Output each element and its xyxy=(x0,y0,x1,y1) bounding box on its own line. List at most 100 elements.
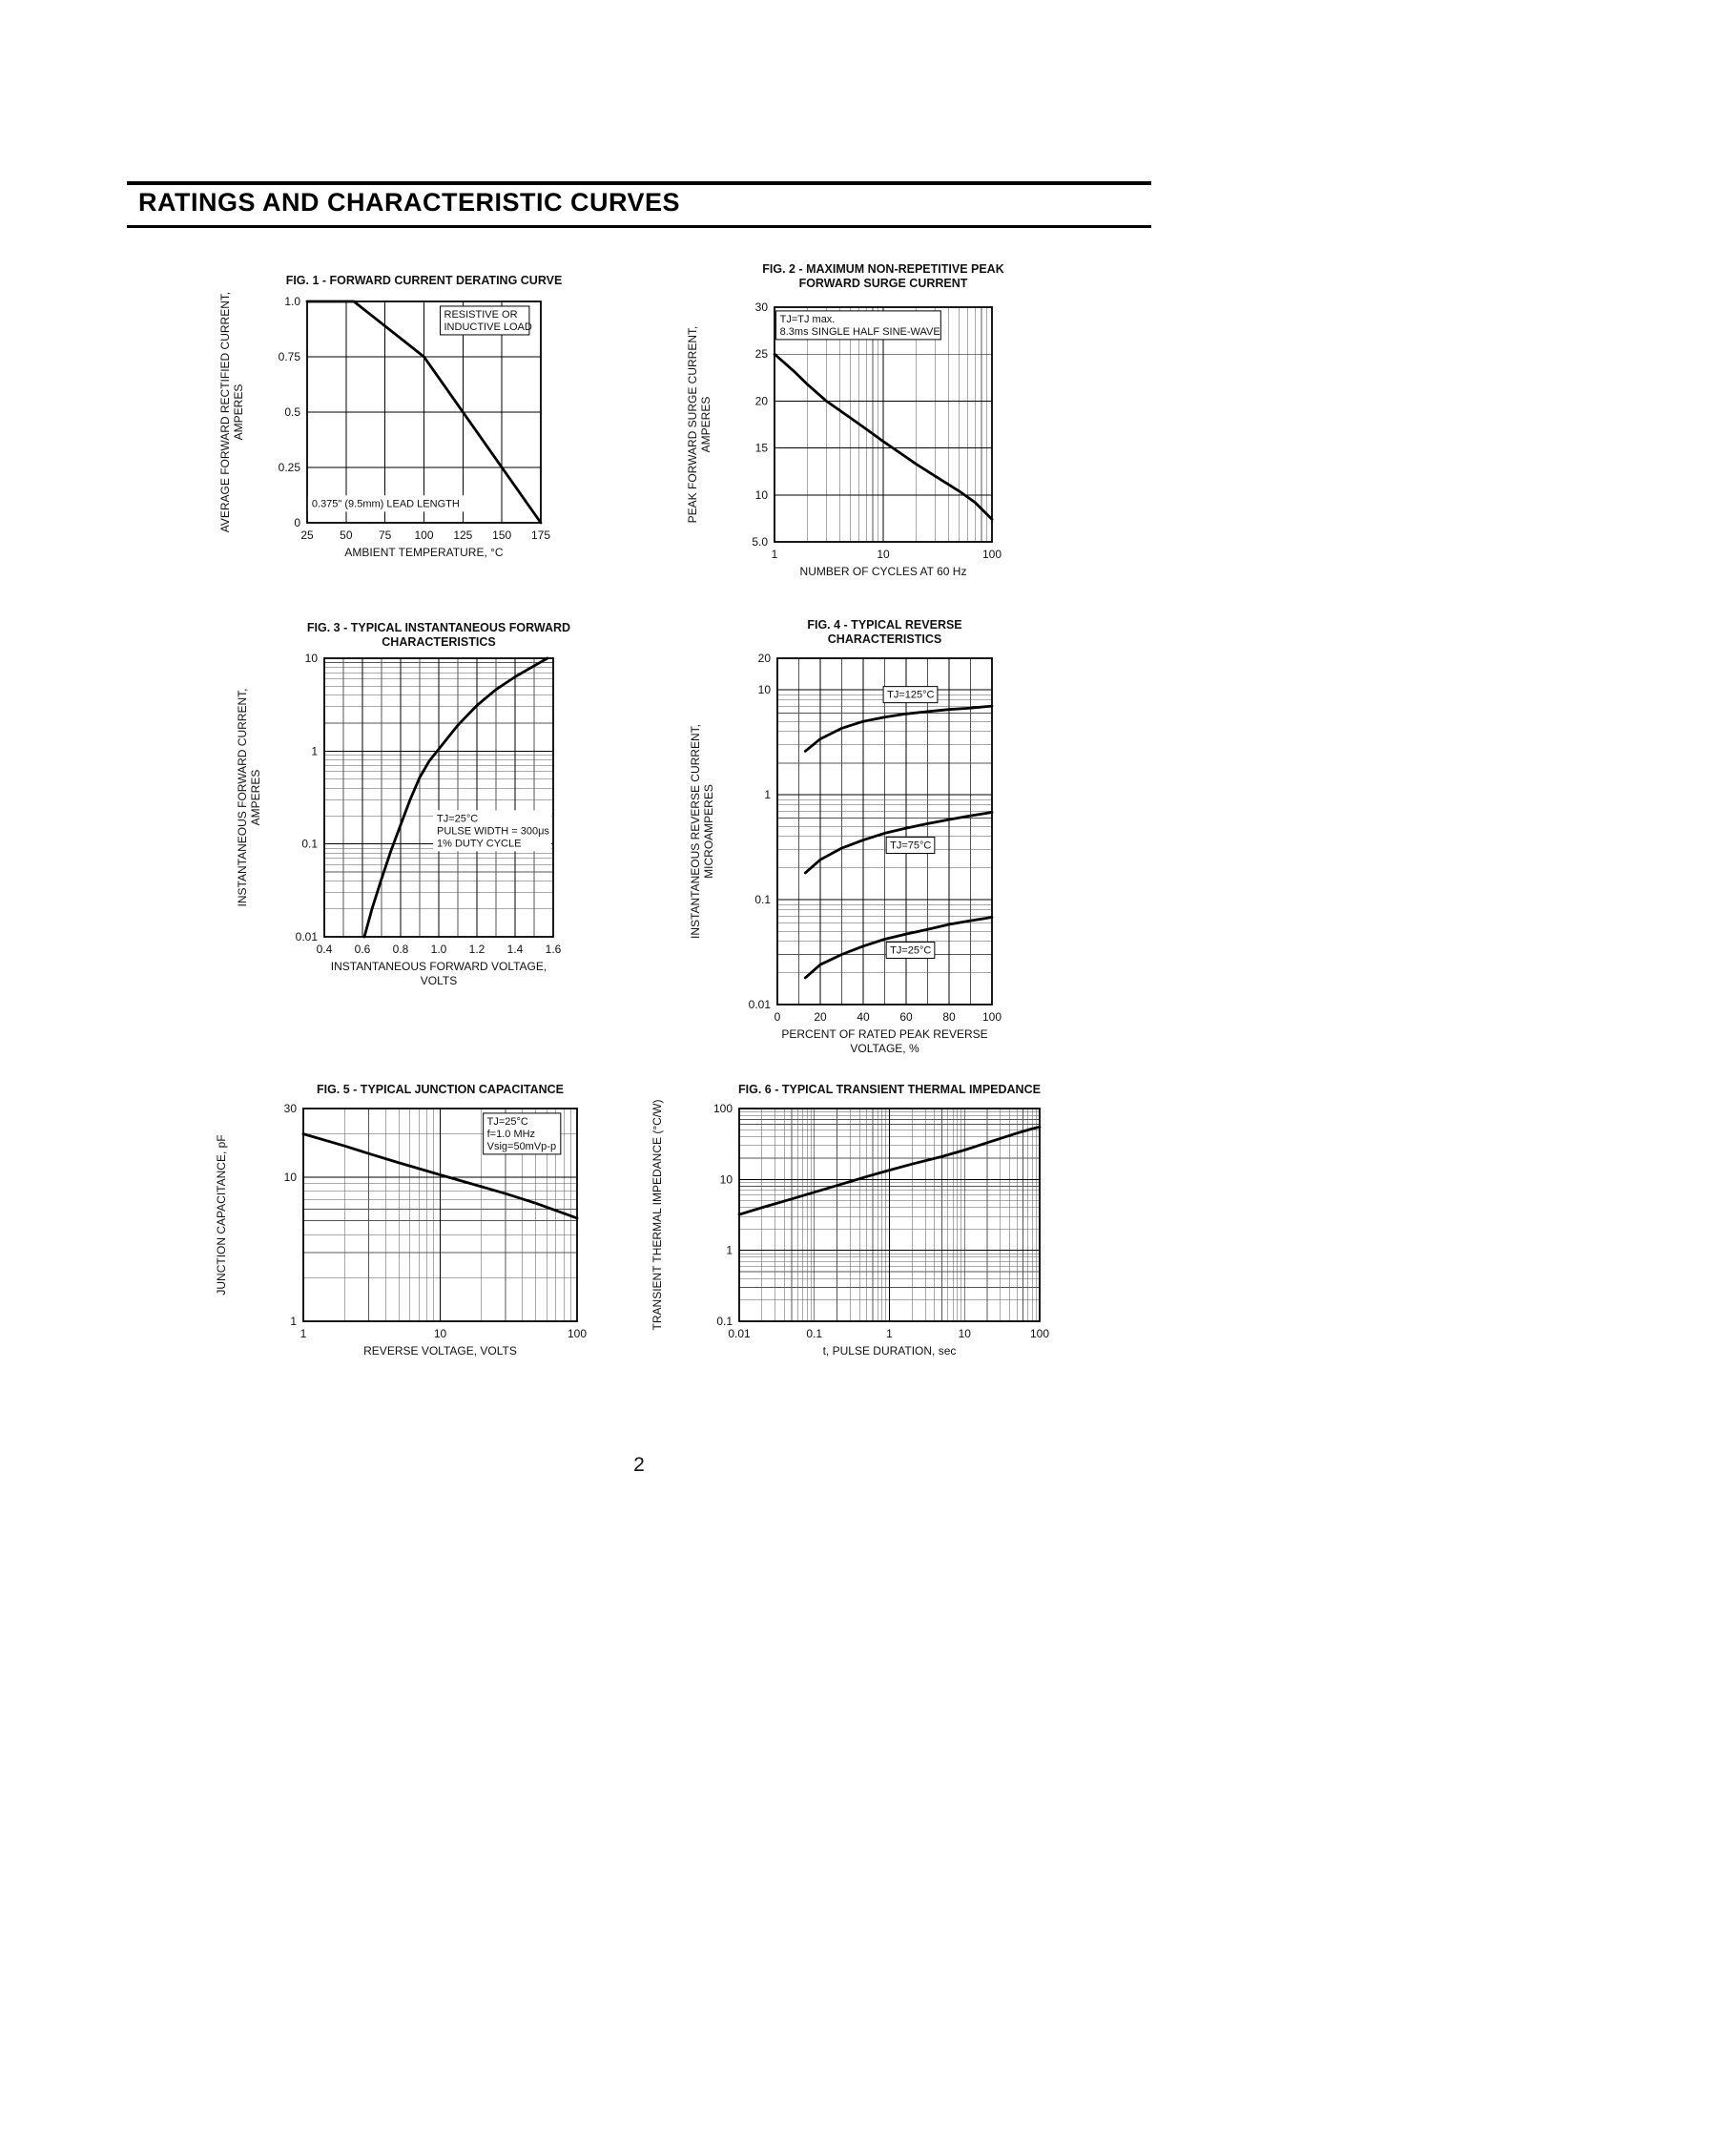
svg-text:AMPERES: AMPERES xyxy=(232,384,245,441)
svg-text:TJ=25°C: TJ=25°C xyxy=(437,813,478,824)
svg-text:0.01: 0.01 xyxy=(749,998,772,1011)
svg-text:1: 1 xyxy=(300,1327,307,1340)
svg-text:1.4: 1.4 xyxy=(507,943,524,956)
svg-text:TJ=125°C: TJ=125°C xyxy=(887,690,934,701)
svg-text:60: 60 xyxy=(899,1010,913,1024)
svg-text:1: 1 xyxy=(311,744,318,757)
svg-text:CHARACTERISTICS: CHARACTERISTICS xyxy=(382,635,495,649)
svg-text:10: 10 xyxy=(758,683,772,696)
svg-text:PERCENT OF RATED PEAK REVERSE: PERCENT OF RATED PEAK REVERSE xyxy=(781,1027,987,1041)
svg-text:AVERAGE FORWARD RECTIFIED CURR: AVERAGE FORWARD RECTIFIED CURRENT, xyxy=(218,292,232,532)
svg-text:AMPERES: AMPERES xyxy=(699,397,713,453)
svg-text:25: 25 xyxy=(300,529,314,542)
svg-text:100: 100 xyxy=(713,1102,733,1115)
series-reverse-current-tj-75c xyxy=(803,811,994,875)
svg-text:AMPERES: AMPERES xyxy=(249,770,262,826)
figure-6-transient-thermal-impedance-chart: 0.01 0.1 1 10 100 0.1 1 10 100 FIG. 6 - TYPICAL T… xyxy=(630,1080,1068,1376)
series-reverse-current-tj-125c xyxy=(803,704,994,753)
svg-text:RESISTIVE OR: RESISTIVE OR xyxy=(444,309,518,321)
svg-text:10: 10 xyxy=(284,1171,298,1184)
svg-text:10: 10 xyxy=(434,1327,447,1340)
svg-text:30: 30 xyxy=(284,1102,298,1115)
chart-canvas: TJ=TJ max.8.3ms SINGLE HALF SINE-WAVE 1 10… xyxy=(686,262,1004,578)
svg-text:10: 10 xyxy=(959,1327,972,1340)
svg-text:0.1: 0.1 xyxy=(301,838,318,851)
svg-text:125: 125 xyxy=(453,529,472,542)
svg-text:1: 1 xyxy=(886,1327,893,1340)
svg-text:0.8: 0.8 xyxy=(393,943,409,956)
svg-text:0.5: 0.5 xyxy=(284,405,300,419)
svg-text:25: 25 xyxy=(755,347,769,361)
svg-text:MICROAMPERES: MICROAMPERES xyxy=(702,784,715,879)
figure-5-junction-capacitance-chart: TJ=25°C f=1.0 MHz Vsig=50mVp-p 1 10 100 1 10 30 F… xyxy=(191,1080,610,1376)
svg-text:VOLTS: VOLTS xyxy=(421,974,457,987)
svg-text:TJ=TJ max.: TJ=TJ max. xyxy=(780,314,836,325)
svg-text:VOLTAGE, %: VOLTAGE, % xyxy=(850,1042,919,1055)
svg-text:TJ=25°C: TJ=25°C xyxy=(487,1116,528,1128)
svg-text:100: 100 xyxy=(1030,1327,1049,1340)
page-number: 2 xyxy=(633,1454,645,1476)
svg-text:INSTANTANEOUS FORWARD VOLTAGE,: INSTANTANEOUS FORWARD VOLTAGE, xyxy=(331,960,547,973)
svg-text:Vsig=50mVp-p: Vsig=50mVp-p xyxy=(487,1141,556,1152)
svg-text:175: 175 xyxy=(531,529,550,542)
svg-text:100: 100 xyxy=(414,529,433,542)
svg-text:20: 20 xyxy=(758,652,772,665)
svg-text:PULSE WIDTH = 300μs: PULSE WIDTH = 300μs xyxy=(437,825,549,837)
figure-4-typical-reverse-characteristics-chart: TJ=125°C TJ=75°C TJ=25°C 0 20 40 60 80 100 20 10 1 0… xyxy=(668,615,1078,1068)
svg-text:INDUCTIVE LOAD: INDUCTIVE LOAD xyxy=(444,321,532,333)
svg-text:5.0: 5.0 xyxy=(752,535,768,549)
svg-text:f=1.0 MHz: f=1.0 MHz xyxy=(487,1129,535,1140)
svg-text:15: 15 xyxy=(755,442,769,455)
svg-text:40: 40 xyxy=(857,1010,870,1024)
svg-text:8.3ms SINGLE HALF SINE-WAVE: 8.3ms SINGLE HALF SINE-WAVE xyxy=(780,326,940,338)
svg-text:FIG. 5 - TYPICAL JUNCTION CAPA: FIG. 5 - TYPICAL JUNCTION CAPACITANCE xyxy=(317,1083,564,1096)
svg-text:100: 100 xyxy=(982,1010,1002,1024)
svg-text:0: 0 xyxy=(294,516,300,529)
series-forward-current-derating xyxy=(305,300,543,525)
series-peak-surge-current xyxy=(773,352,994,521)
svg-text:1.0: 1.0 xyxy=(431,943,447,956)
svg-text:50: 50 xyxy=(340,529,353,542)
svg-text:0.25: 0.25 xyxy=(279,461,301,474)
svg-text:0.01: 0.01 xyxy=(296,930,319,943)
svg-text:0.1: 0.1 xyxy=(806,1327,822,1340)
series-transient-thermal-impedance xyxy=(737,1125,1042,1216)
svg-text:10: 10 xyxy=(305,652,319,665)
svg-text:0.01: 0.01 xyxy=(728,1327,751,1340)
figure-3-instantaneous-forward-characteristics-chart: TJ=25°C PULSE WIDTH = 300μs 1% DUTY CYCLE 0… xyxy=(219,618,630,1011)
svg-text:1.2: 1.2 xyxy=(469,943,485,956)
svg-text:1.0: 1.0 xyxy=(284,295,300,308)
svg-text:1: 1 xyxy=(764,788,771,801)
svg-text:30: 30 xyxy=(755,301,769,314)
svg-text:CHARACTERISTICS: CHARACTERISTICS xyxy=(828,632,941,646)
svg-text:1: 1 xyxy=(290,1315,297,1328)
header-rule-bottom xyxy=(127,225,1151,228)
svg-text:TRANSIENT THERMAL IMPEDANCE (°: TRANSIENT THERMAL IMPEDANCE (°C/W) xyxy=(651,1100,664,1331)
svg-text:FIG. 4 - TYPICAL REVERSE: FIG. 4 - TYPICAL REVERSE xyxy=(807,618,961,632)
svg-text:1.6: 1.6 xyxy=(546,943,562,956)
svg-text:t, PULSE DURATION, sec: t, PULSE DURATION, sec xyxy=(823,1344,957,1358)
svg-text:1: 1 xyxy=(772,548,778,561)
svg-text:20: 20 xyxy=(814,1010,827,1024)
svg-text:TJ=75°C: TJ=75°C xyxy=(890,840,931,852)
page-title: RATINGS AND CHARACTERISTIC CURVES xyxy=(138,188,681,217)
svg-text:NUMBER OF CYCLES AT 60 Hz: NUMBER OF CYCLES AT 60 Hz xyxy=(800,565,967,578)
svg-text:10: 10 xyxy=(877,548,890,561)
series-reverse-current-tj-25c xyxy=(803,916,994,980)
svg-text:100: 100 xyxy=(982,548,1002,561)
svg-text:JUNCTION CAPACITANCE, pF: JUNCTION CAPACITANCE, pF xyxy=(215,1134,228,1295)
svg-text:80: 80 xyxy=(942,1010,956,1024)
svg-text:PEAK FORWARD SURGE CURRENT,: PEAK FORWARD SURGE CURRENT, xyxy=(686,326,699,524)
svg-text:0.1: 0.1 xyxy=(754,893,771,906)
header-rule-top xyxy=(127,181,1151,185)
svg-text:0.75: 0.75 xyxy=(279,350,301,363)
chart-canvas: TJ=125°C TJ=75°C TJ=25°C 0 20 40 60 80 100 20 10 1 0… xyxy=(689,618,1002,1055)
svg-text:10: 10 xyxy=(755,488,769,502)
svg-text:10: 10 xyxy=(720,1172,733,1186)
svg-text:0.6: 0.6 xyxy=(355,943,371,956)
figure-2-peak-forward-surge-current-chart: TJ=TJ max. 8.3ms SINGLE HALF SINE-WAVE 1 10… xyxy=(668,259,1068,593)
